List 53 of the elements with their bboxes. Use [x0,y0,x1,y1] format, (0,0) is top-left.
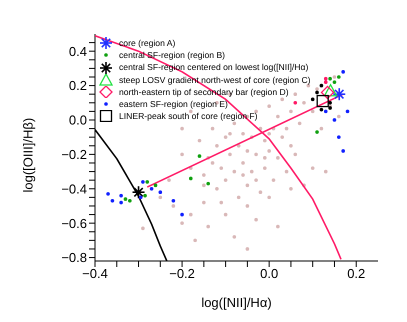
point [320,108,324,112]
point [328,76,332,81]
point [119,200,123,204]
y-tick-label: −0.8 [61,250,87,266]
point [315,90,319,94]
point [143,194,147,198]
point [110,199,114,203]
point [341,70,345,74]
point [198,154,202,158]
legend-label: central SF-region (region B) [119,49,226,62]
point [180,212,184,216]
point [341,149,345,153]
point [158,190,162,194]
y-tick-label: −0.4 [61,181,87,196]
point [154,184,158,188]
point [337,75,341,79]
point [128,199,132,203]
point [320,86,334,100]
x-tick-label: 0.2 [347,266,366,282]
point [206,182,210,186]
y-tick-label: 0.0 [68,112,87,128]
point [119,194,123,198]
point [124,197,128,201]
point [337,135,341,139]
point [138,196,143,200]
point [293,100,298,105]
point [332,118,336,122]
y-tick-label: 0.4 [68,44,87,59]
point [315,130,319,134]
point [346,110,350,114]
point [141,180,145,184]
point [310,98,314,102]
y-axis-title: log([OIII]/Hβ) [20,118,36,192]
point [320,84,324,88]
point [316,94,329,108]
point [106,192,110,196]
y-tick-label: −0.6 [61,216,87,231]
x-tick-label: −0.2 [169,266,195,282]
point [324,84,338,96]
legend-label: eastern SF-region (region E) [119,98,228,110]
point [172,199,176,203]
point [145,180,150,184]
point [150,186,154,191]
y-tick-label: 0.2 [68,78,87,94]
x-tick-label: −0.4 [82,266,108,282]
point [324,76,328,81]
legend-label: core (region A) [119,37,176,50]
y-tick-label: −0.2 [61,146,87,162]
point [332,80,336,84]
x-tick-label: 0.0 [260,266,278,282]
point [188,176,193,180]
x-axis-title: log([NII]/Hα) [201,295,272,310]
point [324,110,328,114]
